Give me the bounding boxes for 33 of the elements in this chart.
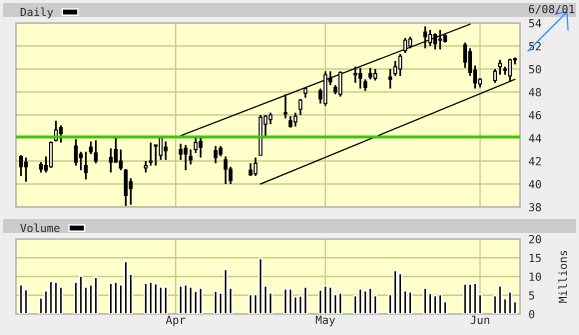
y-tick-label: 5 <box>529 291 534 300</box>
y-tick-label: 40 <box>528 180 541 188</box>
candlestick <box>148 142 153 167</box>
legend-label: Volume <box>20 224 60 232</box>
y-tick-label: 50 <box>529 65 541 74</box>
y-tick-label: 15 <box>530 254 541 262</box>
y-tick-label: 10 <box>530 272 541 281</box>
candlestick <box>498 58 502 76</box>
legend-label: Daily <box>20 8 54 18</box>
y-tick-label: 0 <box>529 310 534 318</box>
y-tick-label: 20 <box>529 235 541 244</box>
candlestick <box>94 139 98 164</box>
y-axis-title: Millions <box>558 250 568 303</box>
candlestick <box>144 160 148 174</box>
x-tick-label: Apr <box>166 316 186 326</box>
x-tick-label: May <box>316 316 335 326</box>
x-tick-label: Jun <box>470 316 490 324</box>
y-tick-label: 38 <box>529 203 541 212</box>
y-tick-label: 44 <box>528 134 542 142</box>
y-tick-label: 46 <box>528 111 541 120</box>
candlestick <box>388 68 392 90</box>
text: 6/08/01 <box>528 4 574 14</box>
candlestick <box>304 88 308 99</box>
candlestick <box>298 98 302 116</box>
candlestick <box>84 150 88 180</box>
candlestick <box>493 68 497 84</box>
candlestick <box>88 140 93 156</box>
y-tick-label: 42 <box>528 157 541 166</box>
candlestick <box>284 93 288 120</box>
candlestick <box>363 78 368 92</box>
y-tick-label: 54 <box>529 19 542 28</box>
candlestick <box>188 148 193 166</box>
y-tick-label: 48 <box>528 88 541 96</box>
